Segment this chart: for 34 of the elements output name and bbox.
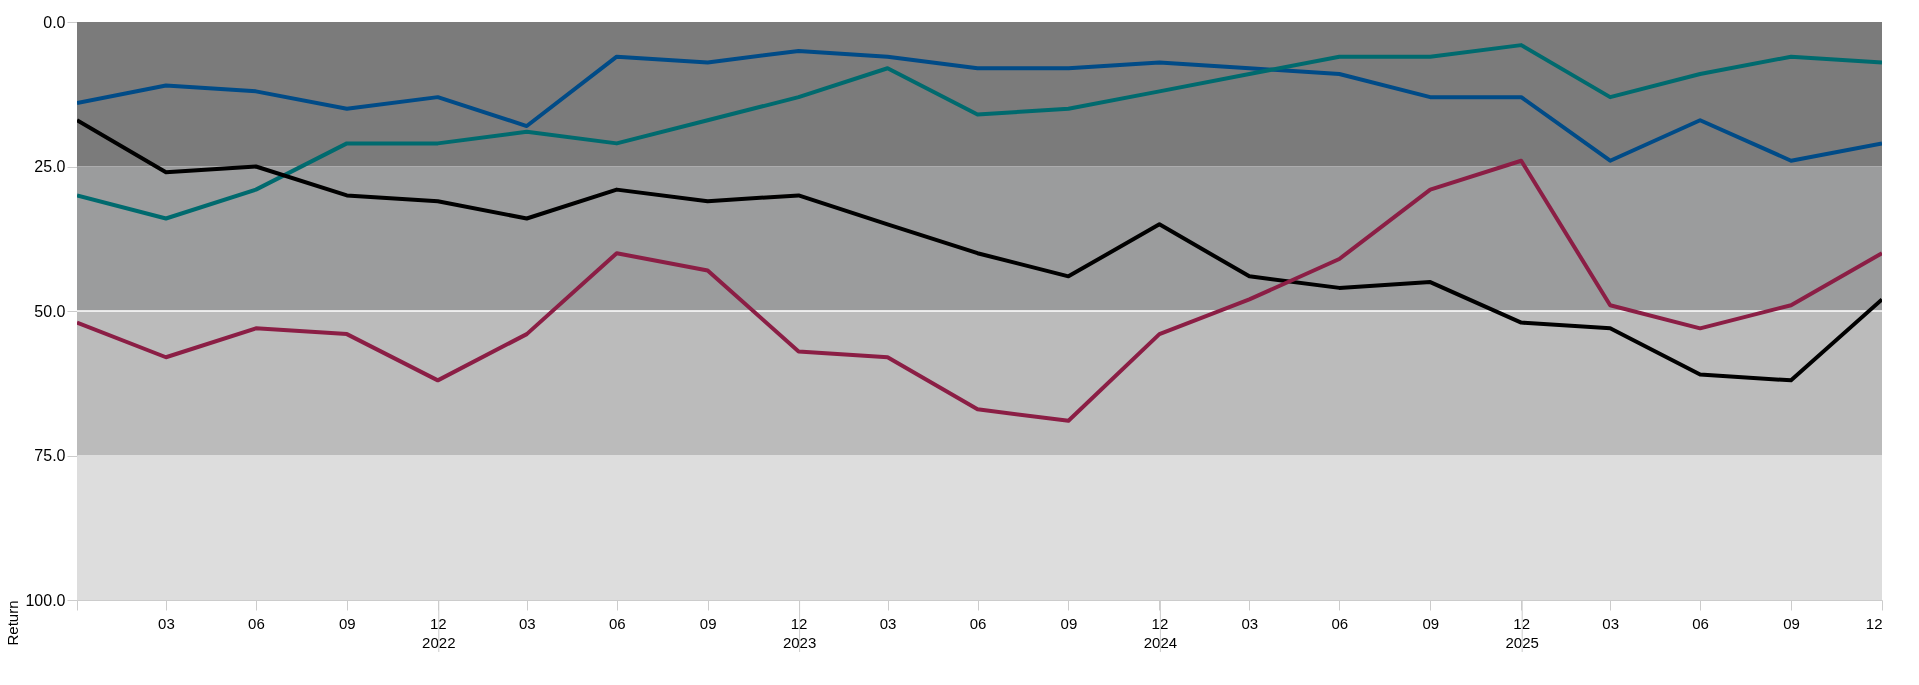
line-series — [77, 118, 1882, 383]
y-tick-label: 75.0 — [34, 447, 66, 464]
line-series — [77, 43, 1882, 221]
x-tick-label: 03 — [879, 614, 897, 632]
x-tick-label: 12 — [1151, 614, 1169, 632]
y-axis-title: Return — [4, 600, 22, 646]
y-tick-label: 50.0 — [34, 302, 66, 320]
x-tick-label: 09 — [1783, 614, 1800, 632]
x-tick-label: 09 — [699, 614, 717, 632]
x2-tick-label: 2024 — [1143, 634, 1178, 651]
x-tick-label: 06 — [969, 614, 987, 632]
x-tick-label: 09 — [1422, 614, 1440, 632]
x-tick-label: 09 — [339, 614, 356, 632]
x-tick-label: 03 — [158, 614, 175, 632]
line-series — [77, 48, 1882, 163]
x-tick-label: 03 — [1241, 614, 1259, 632]
x-tick-label: 06 — [608, 614, 626, 632]
x2-tick-label: 2022 — [422, 634, 456, 651]
x-tick-label: 12 — [790, 614, 808, 632]
x-tick-label: 12 — [429, 614, 447, 632]
x-tick-label: 12 — [1865, 614, 1883, 632]
x-tick-label: 06 — [1692, 614, 1709, 632]
x-tick-label: 09 — [1060, 614, 1078, 632]
x-tick-label: 03 — [518, 614, 536, 632]
x-tick-label: 06 — [248, 614, 265, 632]
y-tick-label: 100.0 — [25, 591, 66, 609]
x-tick-label: 03 — [1602, 614, 1620, 632]
line-series — [77, 158, 1882, 423]
x-tick-label: 12 — [1513, 614, 1531, 632]
x2-tick-label: 2023 — [782, 634, 817, 651]
y-tick-label: 0.0 — [43, 13, 66, 31]
x-tick-label: 06 — [1331, 614, 1349, 632]
y-tick-label: 25.0 — [34, 158, 66, 175]
x2-tick-label: 2025 — [1505, 634, 1539, 651]
